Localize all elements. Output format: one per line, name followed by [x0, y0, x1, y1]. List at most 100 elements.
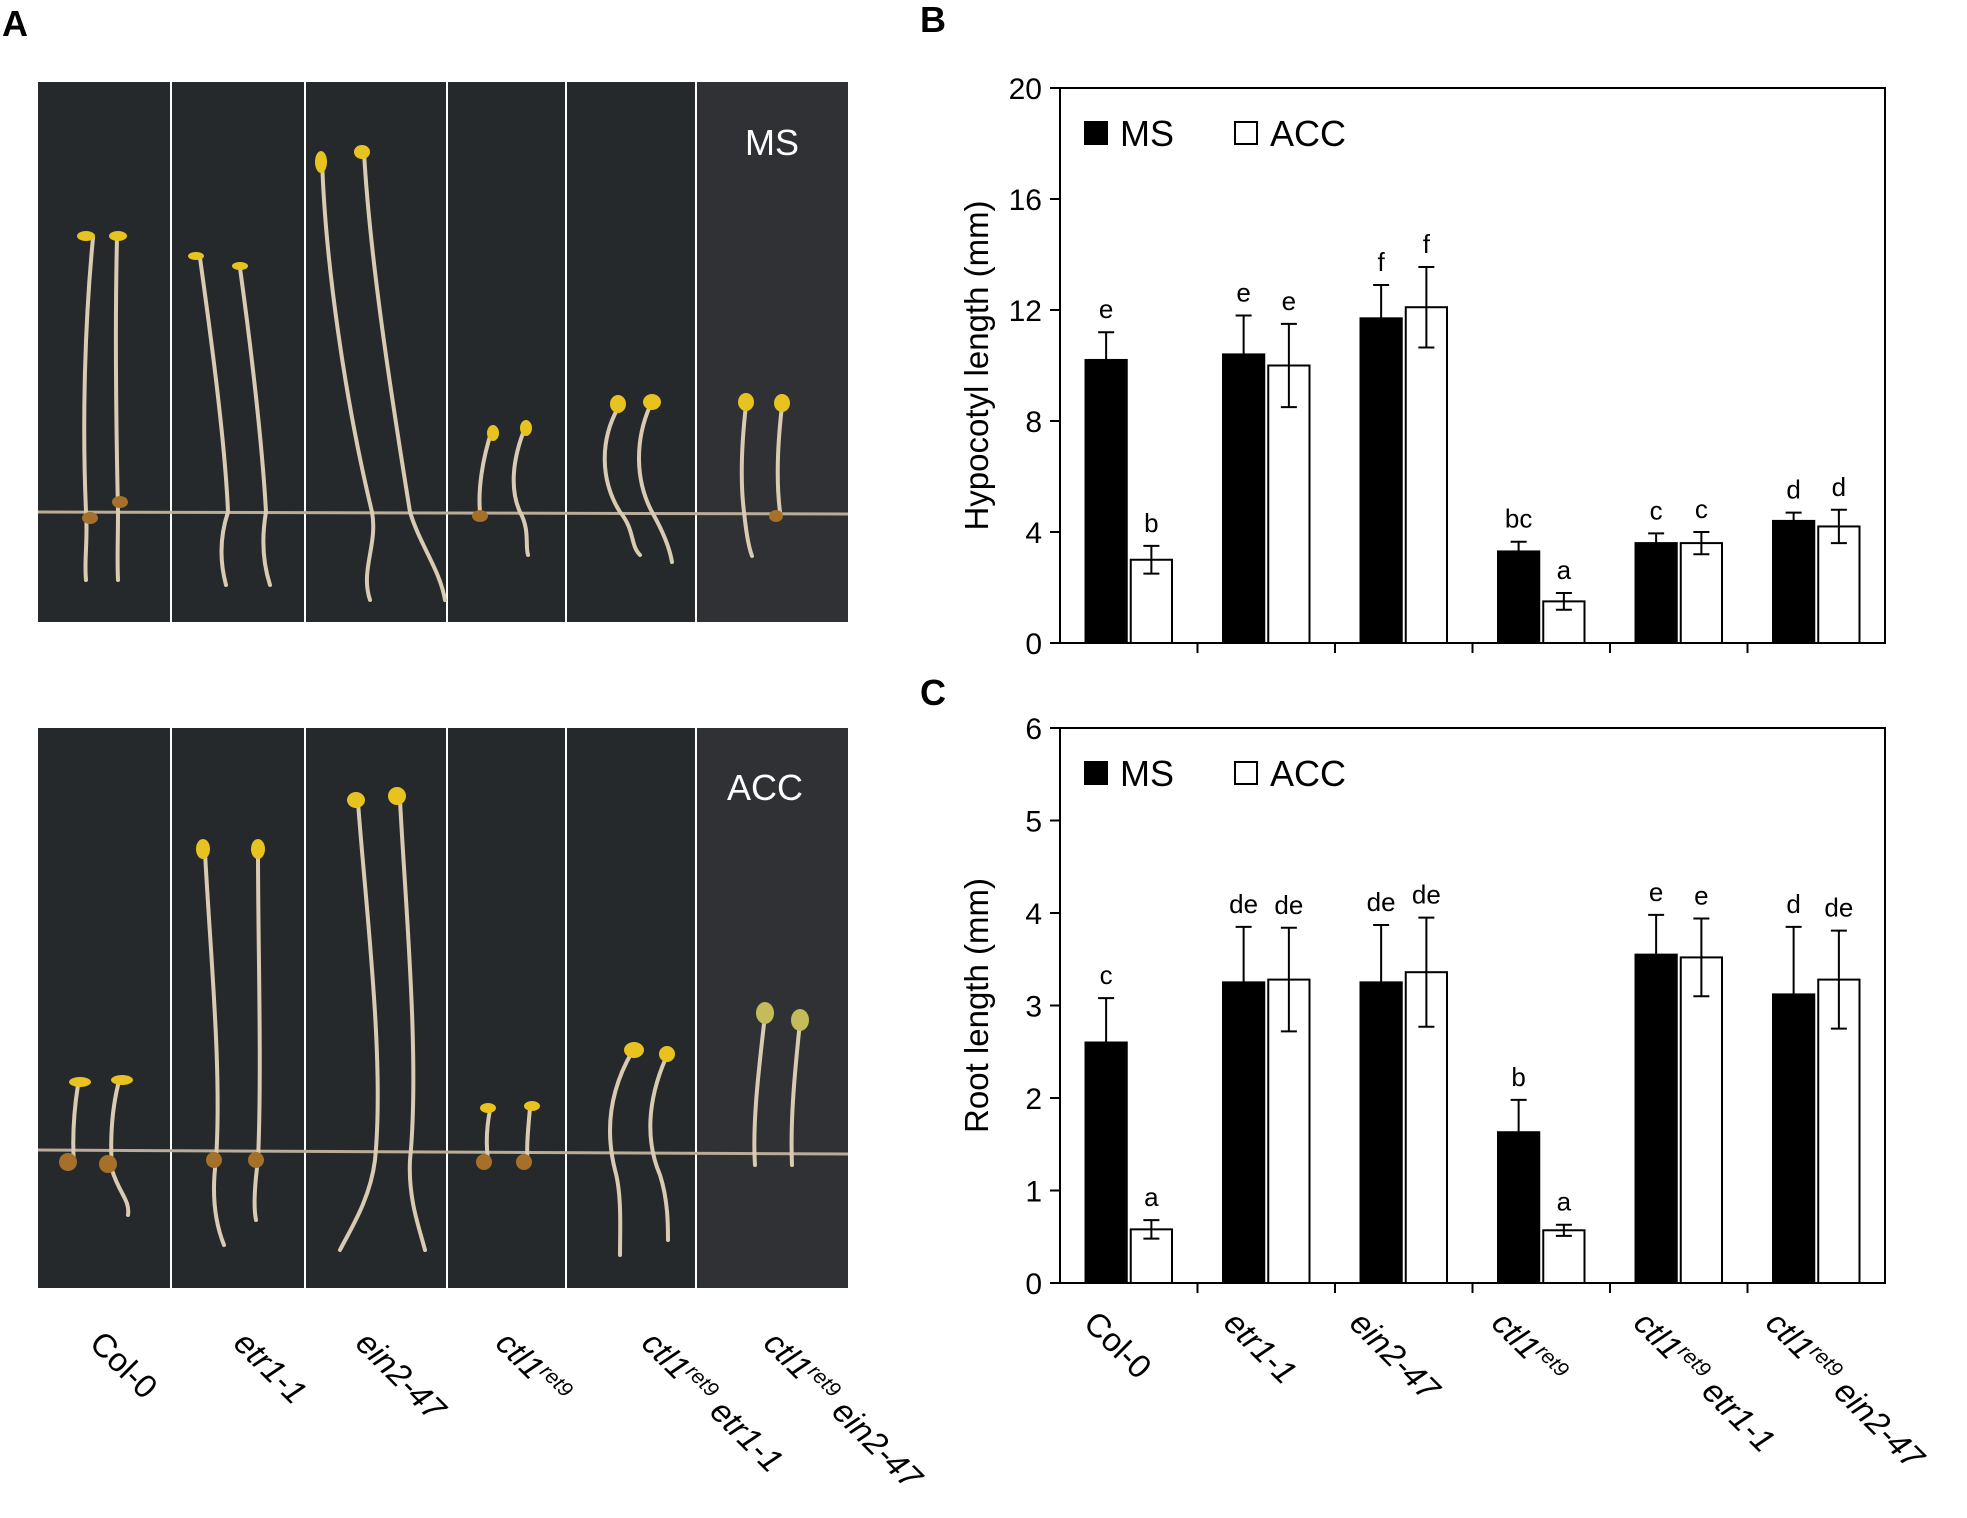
photo-baseline-acc [37, 1148, 849, 1156]
seeds-ms [82, 496, 783, 524]
photo-genotype-label-0: Col-0 [83, 1324, 165, 1406]
chart-genotype-label-2-part-0: ein2-47 [1343, 1304, 1448, 1409]
chart-c-ytick-label: 0 [1025, 1268, 1042, 1301]
chart-b-bar-acc-4 [1679, 542, 1723, 644]
chart-b-errorbar-acc-0 [1143, 544, 1160, 575]
chart-c-ytick-label: 4 [1025, 898, 1042, 931]
chart-c-sig-letter-acc-4: e [1694, 881, 1708, 911]
seedling-etr1-ms-2 [238, 266, 272, 587]
chart-b-ytick-label: 4 [1025, 517, 1042, 550]
chart-c-errorbar-ms-4 [1648, 913, 1665, 996]
photo-genotype-label-0-part-0: Col-0 [83, 1324, 165, 1406]
photo-dividers-ms [170, 82, 697, 622]
chart-b-sig-letter-acc-5: d [1832, 472, 1846, 502]
chart-c-legend-swatch-ms [1084, 761, 1108, 785]
photo-label-acc: ACC [727, 767, 803, 808]
chart-genotype-label-1: etr1-1 [1217, 1304, 1304, 1391]
panel-letter-a: A [2, 3, 28, 44]
chart-c-ytick-label: 6 [1025, 713, 1042, 746]
chart-c-errorbar-ms-2 [1373, 924, 1390, 1041]
chart-b-errorbar-acc-4 [1693, 531, 1710, 556]
seedling-ein2-acc-2 [398, 798, 427, 1252]
chart-b-bar-acc-1 [1267, 364, 1311, 644]
chart-c-ytick-label: 1 [1025, 1176, 1042, 1209]
seedling-ein2-ms-2 [362, 150, 447, 602]
chart-c-errorbar-ms-0 [1098, 997, 1115, 1088]
chart-c-sig-letter-ms-3: b [1511, 1062, 1525, 1092]
chart-genotype-labels: Col-0 etr1-1 ein2-47 ctl1ret9 ctl1ret9 etr1-… [1077, 1304, 1933, 1478]
chart-c-errorbar-acc-1 [1280, 926, 1297, 1033]
chart-c-errorbar-ms-5 [1785, 925, 1802, 1063]
cotyledons-acc [69, 787, 809, 1113]
chart-b-bar-acc-5 [1817, 525, 1861, 645]
chart-b-ytick-label: 16 [1009, 184, 1042, 217]
chart-c-bar-ms-3 [1497, 1131, 1541, 1284]
chart-b-sig-letter-ms-3: bc [1505, 504, 1532, 534]
chart-c-bar-acc-4 [1679, 956, 1723, 1285]
chart-b-errorbar-acc-5 [1830, 508, 1847, 545]
chart-b-sig-letter-acc-0: b [1144, 508, 1158, 538]
chart-c-bar-acc-5 [1817, 978, 1861, 1284]
chart-genotype-label-4-part-2: etr1-1 [1689, 1366, 1783, 1460]
chart-c-sig-letter-ms-2: de [1367, 887, 1396, 917]
photo-dividers-acc [170, 728, 697, 1288]
chart-b-legend-swatch-acc [1234, 121, 1258, 145]
photo-genotype-labels: Col-0 etr1-1 ein2-47 ctl1ret9 ctl1ret9 etr1-… [83, 1324, 931, 1498]
chart-b-errorbar-acc-3 [1555, 592, 1572, 611]
chart-b-sig-letter-acc-1: e [1282, 286, 1296, 316]
chart-b-errorbar-ms-3 [1510, 540, 1527, 563]
chart-c-sig-letter-acc-3: a [1557, 1187, 1572, 1217]
chart-b-errorbar-acc-1 [1280, 322, 1297, 409]
chart-b-bar-acc-2 [1404, 306, 1448, 644]
seedlings-ms [82, 150, 784, 602]
photo-panel-acc: ACC [37, 728, 849, 1288]
seedling-etr1-acc-2 [252, 850, 262, 1222]
seedling-etr1-acc-1 [203, 850, 226, 1247]
chart-b-bar-ms-4 [1634, 542, 1678, 644]
chart-b-sig-letter-acc-3: a [1557, 555, 1572, 585]
seedling-ctl1ein2-ms-1 [739, 403, 754, 558]
chart-b-errorbar-ms-0 [1098, 331, 1115, 389]
chart-b-sig-letter-acc-2: f [1423, 229, 1431, 259]
chart-c-errorbar-acc-0 [1143, 1219, 1160, 1240]
chart-b-bar-ms-5 [1772, 519, 1816, 645]
chart-genotype-label-1-part-0: etr1-1 [1217, 1304, 1304, 1391]
chart-c-sig-letter-ms-1: de [1229, 889, 1258, 919]
seedling-ctl1-ms-2 [511, 426, 530, 557]
seedling-ctl1ein2-acc-1 [752, 1013, 767, 1167]
seedling-ctl1ein2-ms-2 [775, 404, 784, 514]
chart-c-errorbar-acc-5 [1830, 929, 1847, 1030]
chart-c-errorbar-acc-2 [1418, 916, 1435, 1028]
seedling-ein2-ms-1 [320, 156, 376, 602]
chart-c-ytick-label: 3 [1025, 991, 1042, 1024]
chart-b-sig-letter-ms-2: f [1378, 247, 1386, 277]
chart-b: 0 4 8 12 16 20 Hypocotyl length (mm) e e f bc c d b e f… [958, 73, 1861, 661]
chart-genotype-label-2: ein2-47 [1343, 1304, 1448, 1409]
photo-genotype-label-5: ctl1ret9 ein2-47 [757, 1324, 931, 1498]
seedling-ctl1etr1-ms-2 [637, 404, 674, 564]
photo-panel-ms: MS [37, 82, 849, 622]
chart-b-ytick-label: 20 [1009, 73, 1042, 106]
chart-b-ytick-label: 0 [1025, 628, 1042, 661]
photo-genotype-label-2-part-0: ein2-47 [349, 1324, 454, 1429]
seedling-etr1-ms-1 [198, 256, 231, 587]
photo-genotype-label-2: ein2-47 [349, 1324, 454, 1429]
chart-c-bar-ms-2 [1359, 981, 1403, 1284]
photo-label-ms: MS [745, 122, 799, 163]
chart-c-sig-letter-acc-1: de [1274, 890, 1303, 920]
chart-c-sig-letter-ms-5: d [1786, 889, 1800, 919]
chart-b-errorbar-acc-2 [1418, 265, 1435, 349]
chart-b-errorbar-ms-4 [1648, 532, 1665, 554]
seedling-ctl1etr1-ms-1 [602, 406, 642, 557]
chart-b-bar-ms-2 [1359, 317, 1403, 644]
seedling-ein2-acc-1 [338, 800, 380, 1252]
photo-genotype-label-4-part-2: etr1-1 [697, 1386, 791, 1480]
chart-b-sig-letter-ms-1: e [1236, 278, 1250, 308]
chart-b-errorbar-ms-5 [1785, 511, 1802, 531]
seedling-ctl1etr1-acc-1 [608, 1050, 634, 1257]
chart-c-sig-letter-acc-2: de [1412, 880, 1441, 910]
chart-c-sig-letter-acc-5: de [1824, 893, 1853, 923]
chart-c-ytick-label: 2 [1025, 1083, 1042, 1116]
panel-letter-b: B [920, 0, 946, 40]
